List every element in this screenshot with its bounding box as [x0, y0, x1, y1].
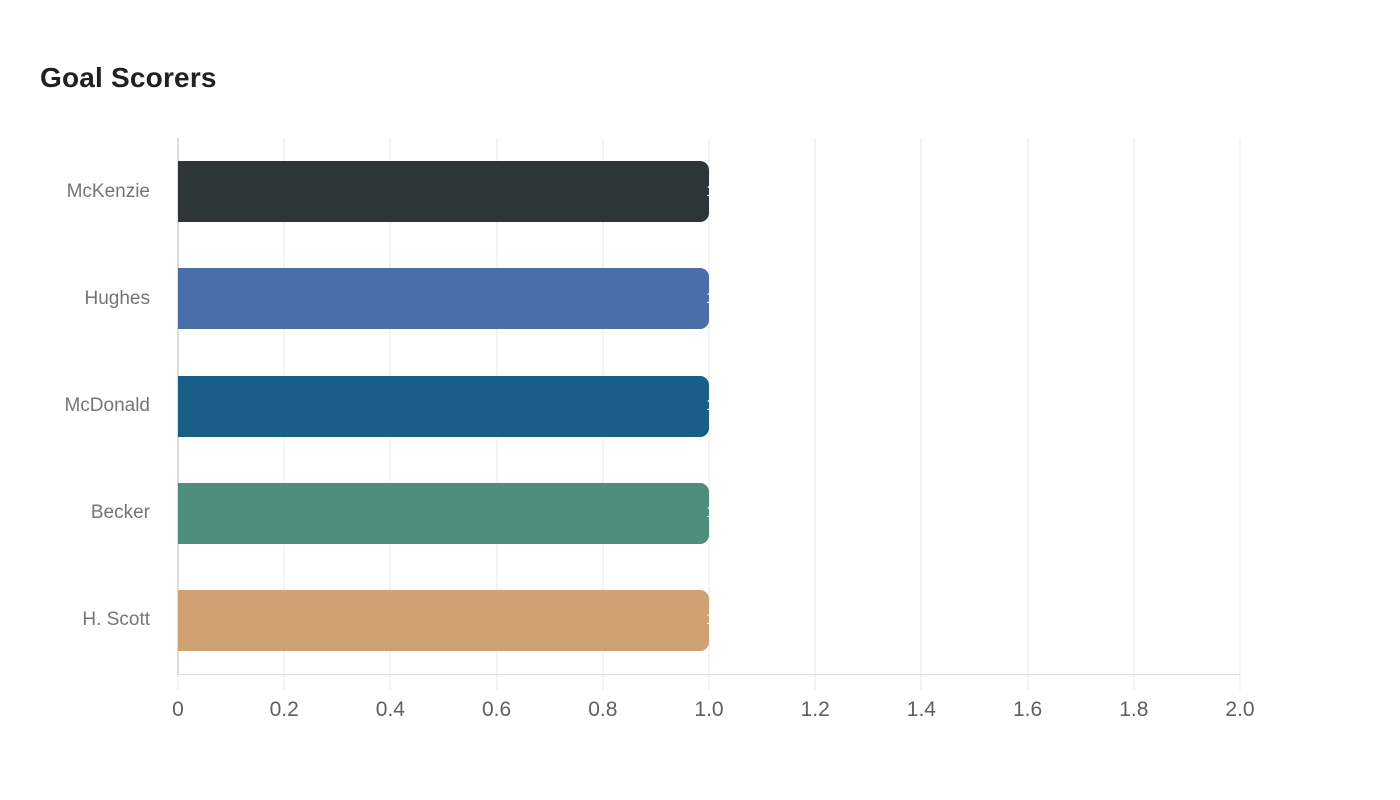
- x-tick-label: 1.2: [800, 698, 830, 721]
- bar-hughes: 1: [178, 268, 709, 330]
- x-tick-label: 0.2: [269, 698, 299, 721]
- x-tick-label: 1.6: [1012, 698, 1043, 721]
- bar-value-label: 1: [706, 183, 709, 200]
- gridline: [1133, 138, 1135, 690]
- x-tick-label: 0.6: [481, 698, 512, 721]
- x-tick-label: 1.8: [1119, 698, 1149, 721]
- x-tick-label: 0.8: [588, 698, 618, 721]
- bar-row: 1: [178, 567, 1240, 674]
- bar-value-label: 1: [706, 505, 709, 521]
- category-label: McKenzie: [66, 180, 150, 202]
- chart-title: Goal Scorers: [40, 62, 217, 93]
- bar-becker: 1: [178, 482, 709, 544]
- gridline: [1027, 138, 1029, 690]
- bar-row: 1: [178, 352, 1240, 459]
- category-label: Becker: [90, 502, 150, 524]
- bars: 1 1 1 1 1: [178, 138, 1240, 674]
- bar-value-label: 1: [706, 398, 709, 414]
- x-axis-line: [177, 674, 1240, 675]
- x-tick-label: 1.0: [694, 698, 724, 721]
- bar-mcdonald: 1: [178, 375, 709, 437]
- category-labels: McKenzie Hughes McDonald Becker H. Scott: [0, 138, 150, 674]
- bar-row: 1: [178, 138, 1240, 245]
- x-tick-label: 2.0: [1225, 698, 1255, 721]
- bar-row: 1: [178, 245, 1240, 352]
- gridline: [920, 138, 922, 690]
- x-tick-label: 0: [172, 698, 184, 721]
- bar-row: 1: [178, 460, 1240, 567]
- bar-value-label: 1: [706, 290, 709, 307]
- x-tick-label: 1.4: [906, 698, 936, 721]
- bar-value-label: 1: [706, 612, 709, 628]
- category-label: McDonald: [64, 395, 150, 416]
- gridline: [708, 138, 710, 690]
- x-tick-label: 0.4: [375, 698, 405, 721]
- bar-mckenzie: 1: [178, 161, 709, 223]
- category-label: Hughes: [84, 287, 151, 309]
- gridline: [814, 138, 816, 690]
- bar-h-scott: 1: [178, 589, 709, 651]
- category-label: H. Scott: [82, 609, 150, 631]
- gridline: [1239, 138, 1241, 690]
- x-tick-labels: 0 0.2 0.4 0.6 0.8 1.0 1.2 1.4 1.6 1.8 2.0: [172, 698, 1254, 728]
- plot-area: 1 1 1 1 1: [177, 138, 1241, 690]
